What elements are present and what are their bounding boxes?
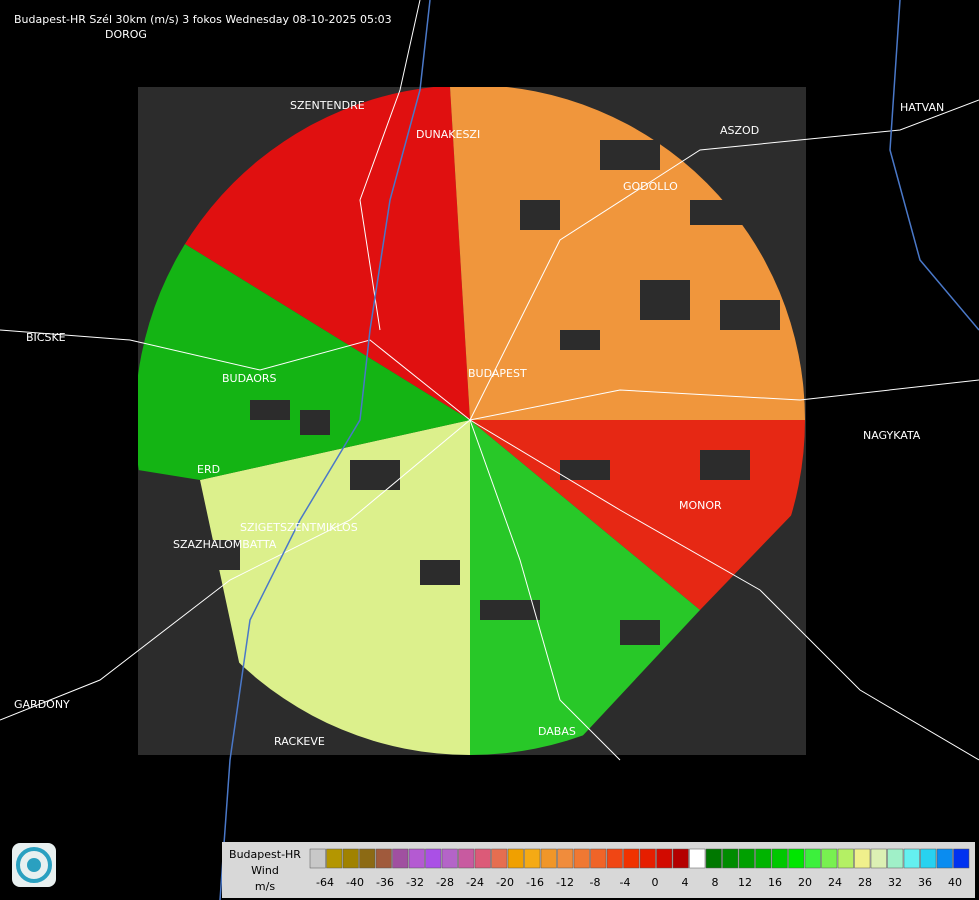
color-swatch [804,848,821,869]
title: Budapest-HR Szél 30km (m/s) 3 fokos Wedn… [14,13,392,26]
color-swatch [920,848,937,869]
color-swatch [557,848,574,869]
color-swatch [408,848,425,869]
color-swatch [705,848,722,869]
place-label: GARDONY [14,698,70,711]
color-swatch [936,848,953,869]
color-swatch [722,848,739,869]
legend-tick-label: 8 [712,876,719,889]
radar-echoes [138,87,805,755]
place-label: DUNAKESZI [416,128,480,141]
echo-green-south [470,420,700,755]
color-swatch [573,848,590,869]
color-swatch [491,848,508,869]
color-swatch [392,848,409,869]
echo-gaps [200,140,780,645]
legend-tick-label: -4 [620,876,631,889]
color-swatch [672,848,689,869]
legend-tick-label: -64 [316,876,334,889]
place-label: DOROG [105,28,147,41]
color-swatch [953,848,970,869]
place-label: BUDAPEST [468,367,527,380]
color-swatch [606,848,623,869]
legend-tick-label: -16 [526,876,544,889]
color-swatch [738,848,755,869]
color-swatch [788,848,805,869]
legend-tick-label: 12 [738,876,752,889]
place-label: HATVAN [900,101,944,114]
place-label: MONOR [679,499,722,512]
legend-tick-label: 28 [858,876,872,889]
place-label: ERD [197,463,220,476]
color-swatch [326,848,343,869]
legend-tick-label: 16 [768,876,782,889]
legend-tick-label: -28 [436,876,454,889]
color-swatch [903,848,920,869]
color-swatch [837,848,854,869]
legend-tick-label: 0 [652,876,659,889]
legend-tick-label: 36 [918,876,932,889]
echo-green-west [138,215,470,480]
color-swatch [507,848,524,869]
place-label: ASZOD [720,124,759,137]
color-swatch [821,848,838,869]
color-swatch [309,848,326,869]
color-swatch [425,848,442,869]
color-swatch [887,848,904,869]
color-swatch [771,848,788,869]
rivers [219,0,979,900]
legend-tick-label: 4 [682,876,689,889]
place-label: RACKEVE [274,735,325,748]
color-swatch [755,848,772,869]
color-swatch [623,848,640,869]
roads [0,0,979,761]
place-label: BUDAORS [222,372,277,385]
color-swatch [359,848,376,869]
place-label: BICSKE [26,331,66,344]
color-swatch [540,848,557,869]
legend-tick-label: -20 [496,876,514,889]
legend-tick-label: -36 [376,876,394,889]
color-swatch [441,848,458,869]
legend-tick-label: 32 [888,876,902,889]
color-swatch [458,848,475,869]
legend: Budapest-HR Wind m/s -64 -40 -36 -32 -28 -24-… [222,842,975,898]
place-label: SZIGETSZENTMIKLOS [240,521,358,534]
color-swatch [375,848,392,869]
color-swatch [689,848,706,869]
logo [12,843,56,887]
place-label: GODOLLO [623,180,678,193]
echo-yellow [200,420,470,755]
legend-tick-label: -32 [406,876,424,889]
place-label: NAGYKATA [863,429,921,442]
legend-quantity: Wind [251,864,279,877]
color-swatch [474,848,491,869]
color-swatch [854,848,871,869]
color-swatch [870,848,887,869]
legend-unit: m/s [255,880,275,893]
color-swatch [590,848,607,869]
place-label: SZENTENDRE [290,99,365,112]
color-swatch [342,848,359,869]
legend-tick-label: -40 [346,876,364,889]
legend-tick-label: 40 [948,876,962,889]
color-swatch [656,848,673,869]
place-label: SZAZHALOMBATTA [173,538,277,551]
color-swatch [524,848,541,869]
color-swatch [639,848,656,869]
legend-tick-label: 20 [798,876,812,889]
legend-tick-label: -8 [590,876,601,889]
legend-tick-label: 24 [828,876,842,889]
legend-station: Budapest-HR [229,848,301,861]
legend-tick-label: -24 [466,876,484,889]
place-label: DABAS [538,725,576,738]
legend-tick-label: -12 [556,876,574,889]
